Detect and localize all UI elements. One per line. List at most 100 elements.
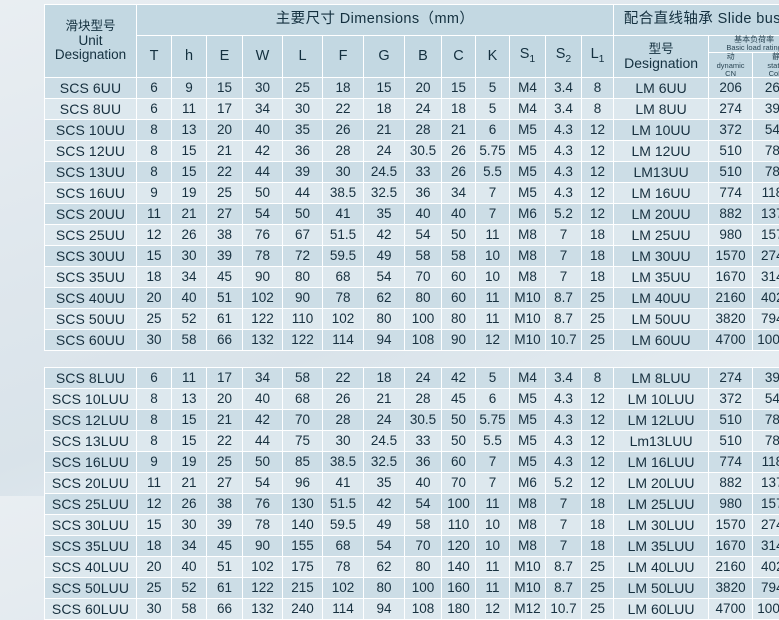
cell-G|G: 32.5	[364, 183, 405, 204]
header-col-B: B	[405, 36, 442, 78]
cell-C|C: 60	[442, 267, 476, 288]
cell-F|F: 38.5	[323, 452, 364, 473]
cell-T|T: 6	[137, 368, 172, 389]
cell-T|T: 20	[137, 288, 172, 309]
cell-S2|S2: 4.3	[546, 431, 582, 452]
cell-L|L: 85	[283, 452, 323, 473]
cell-K|K: 10	[476, 536, 510, 557]
cell-W|W: 54	[243, 473, 283, 494]
cell-S1|S1: M4	[510, 78, 546, 99]
cell-S2|S2: 4.3	[546, 162, 582, 183]
cell-B|B: 24	[405, 99, 442, 120]
cell-B|B: 20	[405, 78, 442, 99]
cell-G|G: 18	[364, 368, 405, 389]
cell-T|T: 30	[137, 599, 172, 620]
cell-K|K: 7	[476, 452, 510, 473]
cell-bush-designation|bush: LM 35UU	[614, 267, 709, 288]
cell-S2|S2: 4.3	[546, 452, 582, 473]
cell-load-dynamic|dyn: 774	[709, 183, 753, 204]
cell-W|W: 34	[243, 368, 283, 389]
cell-S1|S1: M10	[510, 288, 546, 309]
cell-E|E: 45	[207, 536, 243, 557]
cell-T|T: 8	[137, 389, 172, 410]
cell-E|E: 25	[207, 183, 243, 204]
cell-E|E: 51	[207, 288, 243, 309]
cell-W|W: 40	[243, 389, 283, 410]
header-unit-designation-en2: Designation	[45, 48, 136, 62]
cell-F|F: 22	[323, 99, 364, 120]
cell-T|T: 15	[137, 515, 172, 536]
cell-G|G: 15	[364, 78, 405, 99]
cell-B|B: 70	[405, 536, 442, 557]
cell-S2|S2: 3.4	[546, 99, 582, 120]
cell-unit-designation|unit: SCS 10UU	[45, 120, 137, 141]
header-load-dynamic-unit: CN	[709, 70, 752, 78]
cell-S2|S2: 10.7	[546, 330, 582, 351]
cell-C|C: 26	[442, 141, 476, 162]
cell-h|h: 15	[172, 141, 207, 162]
cell-load-dynamic|dyn: 2160	[709, 288, 753, 309]
cell-L|L: 68	[283, 389, 323, 410]
cell-T|T: 8	[137, 410, 172, 431]
cell-bush-designation|bush: Lm13LUU	[614, 431, 709, 452]
cell-C|C: 180	[442, 599, 476, 620]
cell-load-dynamic|dyn: 4700	[709, 599, 753, 620]
cell-T|T: 8	[137, 120, 172, 141]
cell-G|G: 35	[364, 204, 405, 225]
cell-W|W: 132	[243, 330, 283, 351]
cell-C|C: 90	[442, 330, 476, 351]
cell-F|F: 51.5	[323, 494, 364, 515]
cell-load-static|sta: 2740	[753, 246, 779, 267]
cell-K|K: 5.75	[476, 141, 510, 162]
cell-F|F: 41	[323, 204, 364, 225]
cell-F|F: 68	[323, 267, 364, 288]
cell-C|C: 58	[442, 246, 476, 267]
header-unit-designation-cn: 滑块型号	[45, 20, 136, 33]
cell-E|E: 15	[207, 78, 243, 99]
cell-h|h: 15	[172, 162, 207, 183]
cell-G|G: 94	[364, 599, 405, 620]
cell-h|h: 40	[172, 288, 207, 309]
cell-L1|L1: 12	[582, 162, 614, 183]
cell-unit-designation|unit: SCS 12LUU	[45, 410, 137, 431]
cell-C|C: 80	[442, 309, 476, 330]
cell-B|B: 28	[405, 120, 442, 141]
cell-bush-designation|bush: LM 16UU	[614, 183, 709, 204]
header-col-F: F	[323, 36, 364, 78]
cell-W|W: 50	[243, 452, 283, 473]
cell-h|h: 11	[172, 368, 207, 389]
cell-bush-designation|bush: LM 30UU	[614, 246, 709, 267]
cell-bush-designation|bush: LM13UU	[614, 162, 709, 183]
cell-C|C: 18	[442, 99, 476, 120]
cell-load-static|sta: 1570	[753, 494, 779, 515]
cell-load-static|sta: 7940	[753, 578, 779, 599]
cell-E|E: 17	[207, 99, 243, 120]
cell-bush-designation|bush: LM 60UU	[614, 330, 709, 351]
cell-E|E: 27	[207, 473, 243, 494]
cell-load-static|sta: 10000	[753, 599, 779, 620]
cell-L1|L1: 18	[582, 536, 614, 557]
cell-F|F: 41	[323, 473, 364, 494]
cell-G|G: 24.5	[364, 431, 405, 452]
cell-T|T: 9	[137, 452, 172, 473]
cell-load-dynamic|dyn: 274	[709, 99, 753, 120]
cell-S1|S1: M5	[510, 431, 546, 452]
cell-unit-designation|unit: SCS 8LUU	[45, 368, 137, 389]
cell-bush-designation|bush: LM 8LUU	[614, 368, 709, 389]
cell-S1|S1: M4	[510, 99, 546, 120]
cell-G|G: 62	[364, 557, 405, 578]
cell-W|W: 40	[243, 120, 283, 141]
cell-S2|S2: 8.7	[546, 578, 582, 599]
cell-S1|S1: M5	[510, 389, 546, 410]
cell-K|K: 7	[476, 204, 510, 225]
cell-load-dynamic|dyn: 882	[709, 473, 753, 494]
cell-K|K: 5	[476, 368, 510, 389]
cell-G|G: 42	[364, 225, 405, 246]
header-bush-designation-cn: 型号	[614, 43, 708, 56]
cell-load-static|sta: 4020	[753, 288, 779, 309]
cell-G|G: 18	[364, 99, 405, 120]
cell-B|B: 54	[405, 225, 442, 246]
